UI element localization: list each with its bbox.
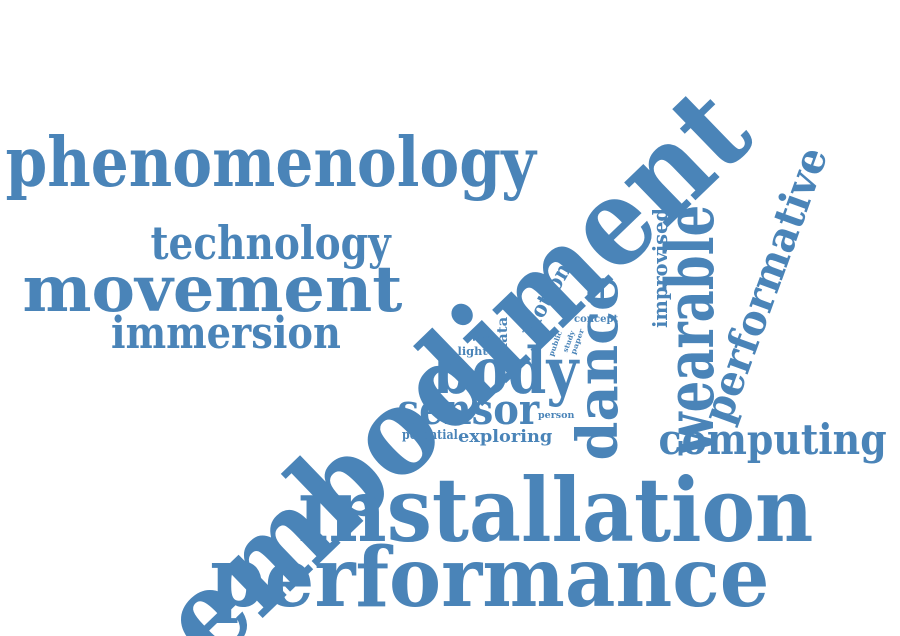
word-performance: performance [210, 530, 770, 626]
word-body: body [432, 334, 578, 409]
word-person: person [537, 410, 575, 421]
word-exploring: exploring [458, 426, 553, 447]
word-data: data [495, 316, 512, 354]
word-sensor: sensor [396, 385, 539, 434]
word-technology: technology [150, 216, 391, 270]
word-phenomenology: phenomenology [5, 123, 536, 203]
word-concept: concept [574, 314, 619, 325]
word-dance: dance [564, 275, 631, 461]
word-improvised: improvised [647, 208, 672, 328]
word-installation: installation [297, 458, 813, 562]
word-movement: movement [21, 252, 402, 327]
word-potential: potential [402, 427, 458, 443]
word-immersion: immersion [111, 308, 341, 359]
word-work: work [471, 333, 497, 344]
word-computing: computing [658, 415, 887, 464]
word-light: light [457, 344, 488, 358]
